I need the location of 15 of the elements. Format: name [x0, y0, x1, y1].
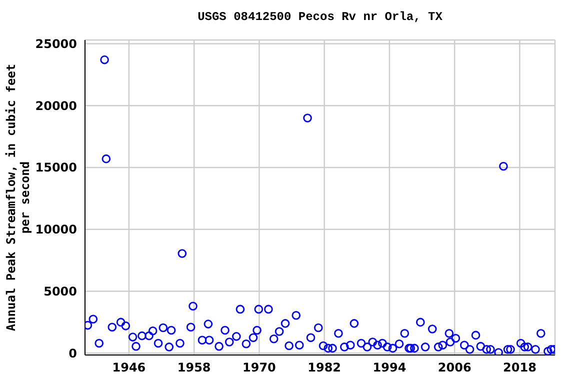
- x-tick-label: 2006: [438, 360, 472, 375]
- y-axis-title: Annual Peak Streamflow, in cubic feet per second: [4, 64, 32, 332]
- y-tick-label: 25000: [35, 36, 77, 51]
- y-tick-label: 15000: [35, 160, 77, 175]
- y-tick-label: 20000: [35, 98, 77, 113]
- x-tick-label: 1994: [372, 360, 406, 375]
- x-tick-label: 1946: [112, 360, 146, 375]
- x-tick-label: 2018: [503, 360, 536, 375]
- x-tick-label: 1970: [242, 360, 276, 375]
- x-tick-label: 1958: [177, 360, 211, 375]
- y-tick-label: 5000: [44, 284, 77, 299]
- x-tick-label: 1982: [308, 360, 342, 375]
- y-tick-label: 10000: [35, 222, 77, 237]
- chart-title: USGS 08412500 Pecos Rv nr Orla, TX: [196, 10, 444, 24]
- y-tick-label: 0: [68, 346, 77, 360]
